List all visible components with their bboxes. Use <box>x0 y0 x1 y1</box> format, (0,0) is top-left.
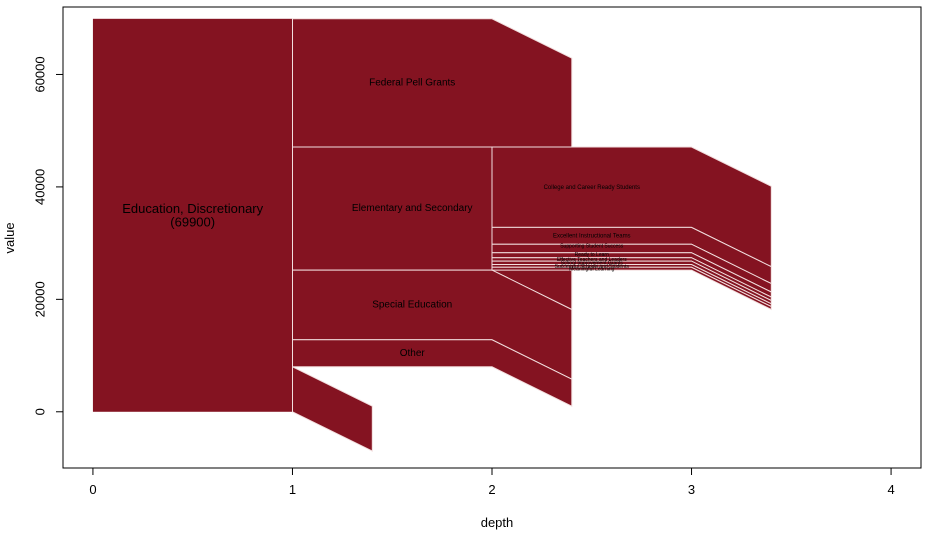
root-label: Education, Discretionary <box>122 201 263 216</box>
bands-layer <box>92 18 772 452</box>
y-tick-label: 0 <box>32 408 47 415</box>
sub-band-meaningful-learning <box>491 266 772 311</box>
band-label: Special Education <box>372 300 452 311</box>
root-node <box>92 18 293 412</box>
band-label: Other <box>400 348 426 359</box>
band-label: Elementary and Secondary <box>352 203 473 214</box>
band-unlabeled-4 <box>292 365 373 452</box>
sub-band-label: Supporting Student Success <box>560 244 624 250</box>
band-label: Federal Pell Grants <box>369 78 455 89</box>
x-tick-label: 3 <box>688 482 695 497</box>
y-axis-title: value <box>2 222 17 253</box>
x-tick-label: 0 <box>89 482 96 497</box>
y-tick-label: 20000 <box>32 281 47 317</box>
sub-band-label: College and Career Ready Students <box>544 185 640 191</box>
x-axis-title: depth <box>481 515 514 530</box>
sub-band-label: Ready to Learn <box>575 252 609 258</box>
sub-band-label: Meaningful Learning <box>569 267 615 273</box>
x-tick-label: 4 <box>887 482 894 497</box>
x-tick-label: 2 <box>488 482 495 497</box>
labels-layer: Federal Pell Grants Elementary and Second… <box>122 78 640 359</box>
sub-band-label: School Improvement Grants <box>561 260 624 266</box>
sub-band-label: Excellent Instructional Teams <box>553 233 631 239</box>
band-other <box>292 339 573 408</box>
root-value-label: (69900) <box>170 214 215 229</box>
sub-band-label: Effective Teachers and Leaders <box>557 257 627 263</box>
sub-band-label: Successful Schools and Students <box>555 264 630 270</box>
y-tick-label: 40000 <box>32 169 47 205</box>
axes-layer: 0 1 2 3 4 0 20000 40000 60000 <box>32 56 894 497</box>
x-tick-label: 1 <box>289 482 296 497</box>
y-tick-label: 60000 <box>32 56 47 92</box>
